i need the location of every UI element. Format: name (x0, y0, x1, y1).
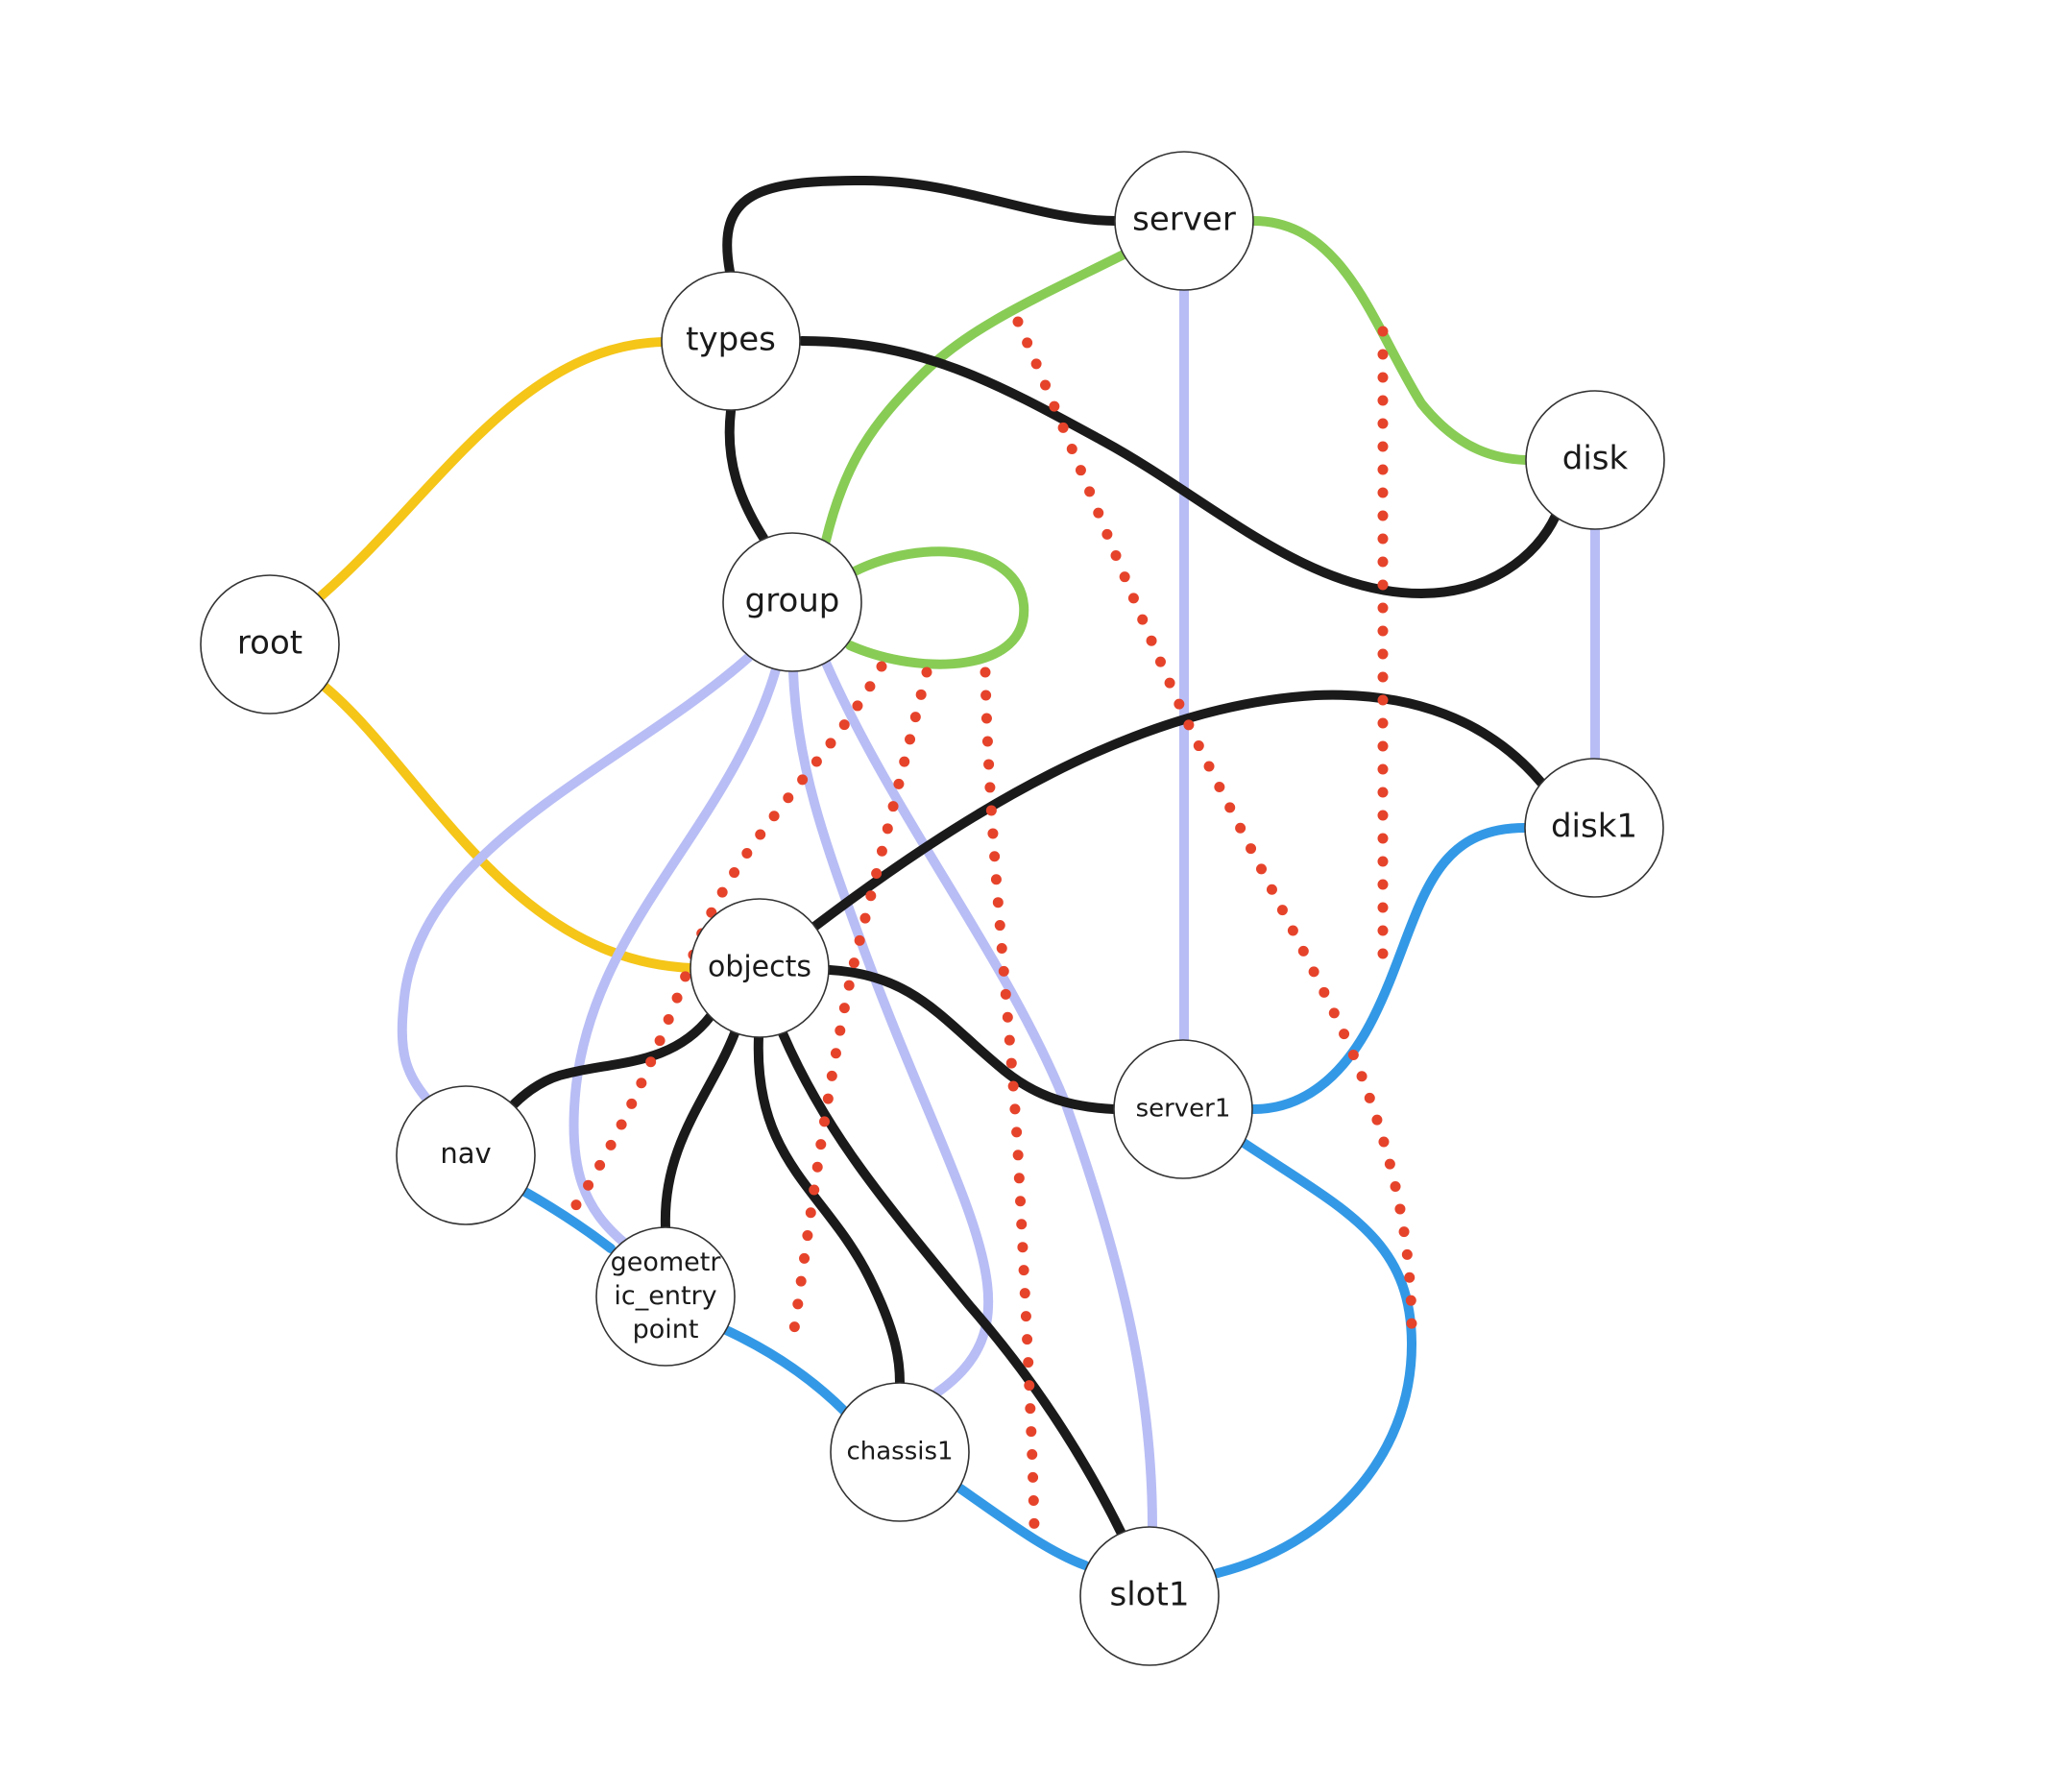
edge-objects-chassis1 (753, 1032, 905, 1388)
node-label-root: root (237, 624, 302, 663)
edge-group-group-chassis1-slot1 (980, 666, 1040, 1533)
node-label-chassis1: chassis1 (846, 1438, 953, 1466)
node-circle-nav[interactable] (396, 1085, 536, 1225)
edge-server-group (821, 250, 1128, 545)
edge-nav-geometric_entry_point (519, 1186, 616, 1253)
edge-root-types (317, 337, 667, 600)
node-label-line: point (633, 1315, 699, 1344)
edge-group-geometric_entry_point (569, 665, 781, 1247)
edge-server-disk (1248, 216, 1531, 465)
edge-geometric_entry_point-chassis1 (721, 1325, 850, 1417)
node-circle-slot1[interactable] (1079, 1526, 1220, 1666)
edge-types-disk (797, 336, 1561, 599)
edge-group-group-geometric_entry_point-chassis1 (786, 666, 932, 1354)
edge-server1-slot1 (1213, 1138, 1417, 1578)
node-disk[interactable]: disk (1525, 390, 1665, 530)
node-nav[interactable]: nav (396, 1085, 536, 1225)
node-label-server: server (1132, 201, 1236, 239)
node-server1[interactable]: server1 (1113, 1039, 1253, 1179)
node-types[interactable]: types (661, 271, 801, 411)
edges-layer (317, 175, 1600, 1578)
node-slot1[interactable]: slot1 (1079, 1526, 1220, 1666)
node-label-objects: objects (708, 951, 811, 984)
node-circle-root[interactable] (200, 574, 340, 714)
node-group[interactable]: group (722, 532, 862, 672)
edge-group-group (845, 546, 1029, 669)
edge-types-server (722, 175, 1121, 277)
node-label-types: types (686, 321, 776, 359)
edge-objects-nav (509, 1011, 715, 1109)
edge-objects-server1 (825, 965, 1119, 1114)
node-root[interactable]: root (200, 574, 340, 714)
node-label-disk1: disk1 (1551, 808, 1637, 846)
node-label-line: ic_entry (614, 1281, 716, 1311)
node-chassis1[interactable]: chassis1 (830, 1382, 970, 1522)
node-label-group: group (745, 582, 840, 620)
node-circle-disk[interactable] (1525, 390, 1665, 530)
node-disk1[interactable]: disk1 (1524, 758, 1664, 898)
edge-objects-geometric_entry_point (660, 1029, 739, 1232)
node-circle-server1[interactable] (1113, 1039, 1253, 1179)
node-circle-objects[interactable] (690, 898, 830, 1038)
edge-server-group-server1-slot1 (1012, 316, 1417, 1336)
edge-chassis1-slot1 (956, 1484, 1090, 1570)
nodes-layer: root types server group disk disk1 objects serv… (200, 151, 1665, 1666)
node-label-slot1: slot1 (1110, 1576, 1190, 1614)
node-circle-group[interactable] (722, 532, 862, 672)
node-circle-types[interactable] (661, 271, 801, 411)
node-label-server1: server1 (1136, 1095, 1231, 1124)
edge-group-nav (397, 652, 754, 1104)
node-circle-geometric_entry_point[interactable] (595, 1226, 736, 1367)
node-server[interactable]: server (1114, 151, 1254, 291)
node-circle-server[interactable] (1114, 151, 1254, 291)
node-circle-disk1[interactable] (1524, 758, 1664, 898)
edge-disk1-server1 (1248, 823, 1530, 1114)
node-label-line: geometr (611, 1247, 722, 1276)
node-label-nav: nav (440, 1137, 491, 1170)
node-label-disk: disk (1562, 440, 1629, 478)
edge-objects-slot1 (778, 1029, 1126, 1538)
edge-objects-disk1 (810, 690, 1546, 932)
node-objects[interactable]: objects (690, 898, 830, 1038)
edge-types-group (724, 406, 768, 543)
node-circle-chassis1[interactable] (830, 1382, 970, 1522)
